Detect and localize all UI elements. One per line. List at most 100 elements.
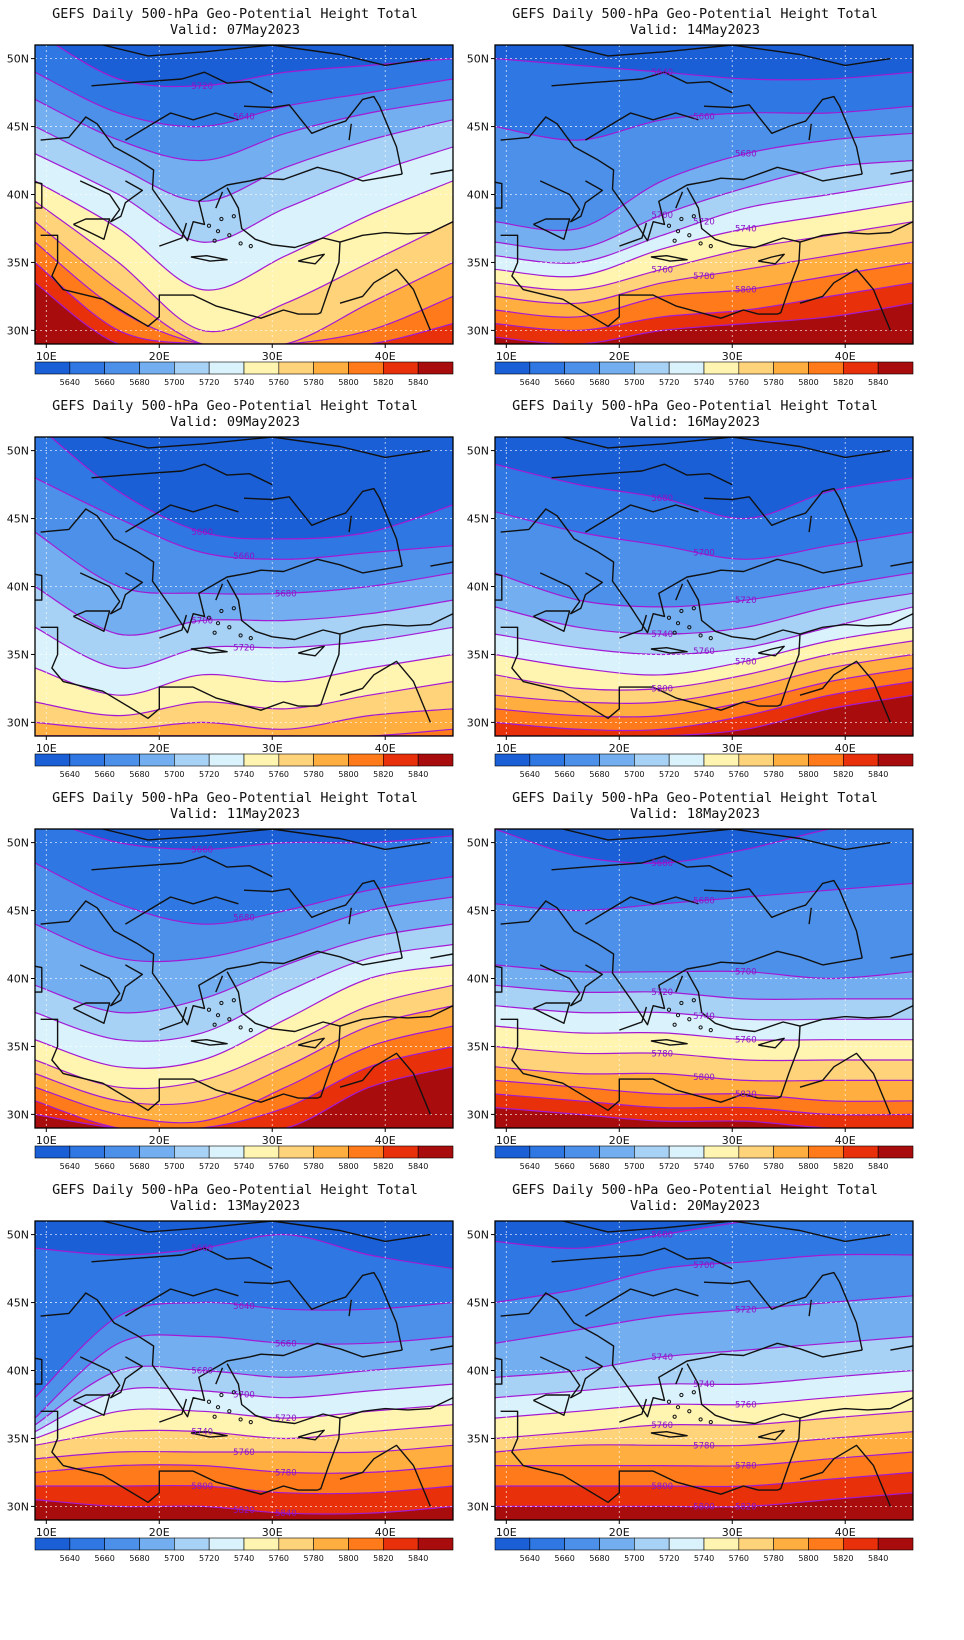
coastline (495, 181, 503, 209)
colorbar-label: 5820 (373, 770, 393, 779)
lon-tick-label: 10E (36, 742, 57, 755)
contour-value-label: 5780 (693, 1441, 715, 1451)
contour-line (35, 1464, 453, 1474)
colorbar-swatch (808, 1537, 844, 1551)
coastline (703, 487, 863, 567)
colorbar-swatch (494, 1537, 531, 1551)
colorbar-swatch (877, 753, 914, 767)
island (206, 223, 212, 228)
colorbar-swatch (34, 361, 71, 375)
contour-line (35, 1424, 453, 1446)
colorbar-label: 5840 (868, 1554, 888, 1563)
contour-value-label: 5740 (191, 1428, 213, 1438)
contour-line (35, 180, 453, 291)
island (231, 214, 236, 219)
colorbar-label: 5700 (164, 770, 184, 779)
colorbar-swatch (529, 753, 565, 767)
colorbar-swatch (243, 753, 280, 767)
map-canvas: 5660 5680 50N 45N 40N 35N 30N 10E 20E 30E 40E 5640 5… (7, 828, 454, 1171)
colorbar-label: 5840 (408, 1554, 428, 1563)
coastline (808, 907, 812, 925)
coastline (102, 829, 431, 851)
coastline (890, 1345, 913, 1351)
contour-value-label: 5780 (693, 272, 715, 282)
coastline (808, 123, 812, 141)
contour-line (495, 1253, 913, 1304)
contour-line (35, 585, 453, 636)
coastline (79, 180, 143, 223)
contour-value-label: 5760 (735, 1036, 757, 1046)
colorbar-swatch (634, 753, 670, 767)
colorbar-label: 5820 (373, 1162, 393, 1171)
island (219, 216, 224, 222)
height-band (35, 1499, 453, 1520)
coastline (339, 1444, 432, 1507)
map-panel: GEFS Daily 500-hPa Geo-Potential Height … (0, 392, 470, 792)
island (227, 1409, 232, 1414)
lat-tick-label: 45N (467, 121, 489, 134)
coastline (125, 896, 239, 925)
colorbar-label: 5680 (129, 770, 149, 779)
colorbar-swatch (877, 361, 914, 375)
coastline (539, 1356, 603, 1399)
colorbar-swatch (69, 1145, 105, 1159)
height-band (35, 735, 453, 736)
island (675, 1013, 681, 1018)
coastline (500, 116, 863, 242)
coastline (650, 255, 688, 262)
contour-line (35, 1334, 453, 1419)
colorbar-label: 5840 (868, 770, 888, 779)
map-field: 5660 5680 (35, 829, 453, 1128)
contour-line (495, 882, 913, 912)
colorbar-swatch (599, 361, 635, 375)
colorbar-label: 5840 (408, 770, 428, 779)
coastline (348, 1299, 352, 1317)
contour-value-label: 5660 (693, 112, 715, 122)
colorbar-label: 5740 (234, 1554, 254, 1563)
colorbar-label: 5660 (94, 378, 114, 387)
panel-valid-date: Valid: 13May2023 (169, 1198, 301, 1214)
coastline (159, 222, 188, 247)
colorbar-label: 5780 (763, 1554, 783, 1563)
contour-line (495, 1005, 913, 1021)
lon-tick-label: 20E (149, 1526, 170, 1539)
coastline (430, 561, 453, 567)
colorbar-swatch (104, 753, 140, 767)
colorbar-label: 5820 (833, 1554, 853, 1563)
lon-tick-label: 40E (375, 742, 396, 755)
lat-tick-label: 40N (7, 189, 29, 202)
coastline (799, 1005, 913, 1027)
contour-line (495, 1410, 913, 1440)
contour-line (35, 708, 453, 730)
colorbar-label: 5700 (624, 770, 644, 779)
coastline (585, 504, 699, 533)
colorbar-label: 5680 (129, 1554, 149, 1563)
colorbar-swatch (69, 753, 105, 767)
height-band (35, 735, 453, 736)
contour-line (495, 1045, 913, 1062)
coastline (675, 1367, 684, 1385)
colorbar-label: 5760 (269, 1554, 289, 1563)
lon-tick-label: 30E (722, 350, 743, 363)
colorbar-label: 5680 (589, 770, 609, 779)
contour-value-label: 5800 (651, 684, 673, 694)
coastline (297, 1037, 325, 1049)
map-field: 5720 5640 (35, 45, 453, 344)
coastline (102, 45, 431, 67)
contour-value-label: 5800 (735, 286, 757, 296)
contour-line (35, 653, 453, 696)
coastline (91, 855, 273, 878)
island (238, 633, 243, 638)
colorbar-swatch (808, 361, 844, 375)
colorbar-label: 5660 (94, 1554, 114, 1563)
contour-line (35, 1066, 453, 1128)
height-band (495, 303, 913, 344)
colorbar-swatch (634, 1145, 670, 1159)
height-band (35, 221, 453, 344)
colorbar-label: 5760 (269, 770, 289, 779)
lat-tick-label: 40N (7, 973, 29, 986)
coastline (533, 1394, 571, 1416)
lon-tick-label: 40E (375, 1134, 396, 1147)
contour-value-label: 5700 (693, 1261, 715, 1271)
contour-value-label: 5780 (651, 1049, 673, 1059)
